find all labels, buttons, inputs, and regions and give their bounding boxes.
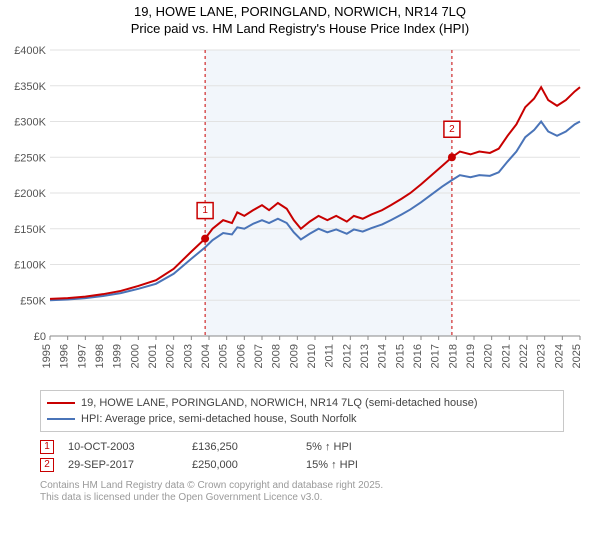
chart-title: 19, HOWE LANE, PORINGLAND, NORWICH, NR14…: [0, 0, 600, 38]
x-tick-label: 2002: [165, 344, 177, 368]
sale-dot: [201, 234, 209, 242]
x-tick-label: 2013: [359, 344, 371, 368]
y-tick-label: £200K: [14, 188, 46, 200]
legend-item: HPI: Average price, semi-detached house,…: [47, 411, 557, 427]
y-tick-label: £50K: [20, 295, 46, 307]
x-tick-label: 1996: [59, 344, 71, 368]
footer-attribution: Contains HM Land Registry data © Crown c…: [40, 480, 564, 505]
sale-row: 2 29-SEP-2017 £250,000 15% ↑ HPI: [40, 456, 564, 474]
x-tick-label: 2006: [235, 344, 247, 368]
line-chart: £0 £50K £100K £150K £200K £250K £300K £350K £400…: [10, 44, 590, 384]
y-tick-label: £0: [34, 331, 46, 343]
y-tick-label: £100K: [14, 259, 46, 271]
x-tick-label: 2023: [536, 344, 548, 368]
x-tick-label: 2014: [377, 344, 389, 368]
sale-marker-num: 1: [202, 205, 208, 216]
sale-diff: 5% ↑ HPI: [306, 441, 416, 453]
x-tick-label: 2009: [288, 344, 300, 368]
x-tick-label: 2004: [200, 344, 212, 368]
x-tick-label: 1999: [112, 344, 124, 368]
x-tick-label: 2017: [430, 344, 442, 368]
x-tick-label: 1995: [41, 344, 53, 368]
sale-diff: 15% ↑ HPI: [306, 459, 416, 471]
chart-legend: 19, HOWE LANE, PORINGLAND, NORWICH, NR14…: [40, 390, 564, 432]
legend-label: HPI: Average price, semi-detached house,…: [81, 413, 357, 425]
footer-line2: This data is licensed under the Open Gov…: [40, 492, 564, 505]
sales-table: 1 10-OCT-2003 £136,250 5% ↑ HPI 2 29-SEP-2017…: [40, 438, 564, 474]
x-tick-label: 2001: [147, 344, 159, 368]
legend-label: 19, HOWE LANE, PORINGLAND, NORWICH, NR14…: [81, 397, 478, 409]
x-axis: 1995 1996 1997 1998 1999 2000 2001 2002 2003 2004…: [41, 336, 583, 368]
legend-item: 19, HOWE LANE, PORINGLAND, NORWICH, NR14…: [47, 395, 557, 411]
y-tick-label: £350K: [14, 81, 46, 93]
x-tick-label: 2012: [341, 344, 353, 368]
x-tick-label: 2020: [483, 344, 495, 368]
sale-marker-num: 2: [449, 124, 455, 135]
y-tick-label: £400K: [14, 45, 46, 57]
sale-date: 29-SEP-2017: [68, 459, 178, 471]
title-line1: 19, HOWE LANE, PORINGLAND, NORWICH, NR14…: [0, 4, 600, 21]
y-tick-label: £250K: [14, 152, 46, 164]
x-tick-label: 2015: [394, 344, 406, 368]
x-tick-label: 2003: [182, 344, 194, 368]
title-line2: Price paid vs. HM Land Registry's House …: [0, 21, 600, 38]
x-tick-label: 2022: [518, 344, 530, 368]
x-tick-label: 2007: [253, 344, 265, 368]
x-tick-label: 2011: [324, 344, 336, 368]
y-tick-label: £150K: [14, 224, 46, 236]
sale-number-box: 2: [40, 458, 54, 472]
sale-dot: [448, 153, 456, 161]
y-tick-label: £300K: [14, 116, 46, 128]
x-tick-label: 1997: [76, 344, 88, 368]
x-tick-label: 2025: [571, 344, 583, 368]
x-tick-label: 2021: [500, 344, 512, 368]
sale-number-box: 1: [40, 440, 54, 454]
sale-date: 10-OCT-2003: [68, 441, 178, 453]
sale-price: £250,000: [192, 459, 292, 471]
x-tick-label: 1998: [94, 344, 106, 368]
x-tick-label: 2016: [412, 344, 424, 368]
legend-swatch: [47, 418, 75, 420]
x-tick-label: 2008: [271, 344, 283, 368]
sale-row: 1 10-OCT-2003 £136,250 5% ↑ HPI: [40, 438, 564, 456]
x-tick-label: 2018: [447, 344, 459, 368]
sale-price: £136,250: [192, 441, 292, 453]
chart-area: £0 £50K £100K £150K £200K £250K £300K £350K £400…: [10, 44, 590, 384]
x-tick-label: 2000: [129, 344, 141, 368]
x-tick-label: 2010: [306, 344, 318, 368]
x-tick-label: 2019: [465, 344, 477, 368]
x-tick-label: 2024: [553, 344, 565, 368]
footer-line1: Contains HM Land Registry data © Crown c…: [40, 480, 564, 493]
legend-swatch: [47, 402, 75, 404]
y-axis: £0 £50K £100K £150K £200K £250K £300K £350K £400…: [14, 45, 46, 343]
x-tick-label: 2005: [218, 344, 230, 368]
